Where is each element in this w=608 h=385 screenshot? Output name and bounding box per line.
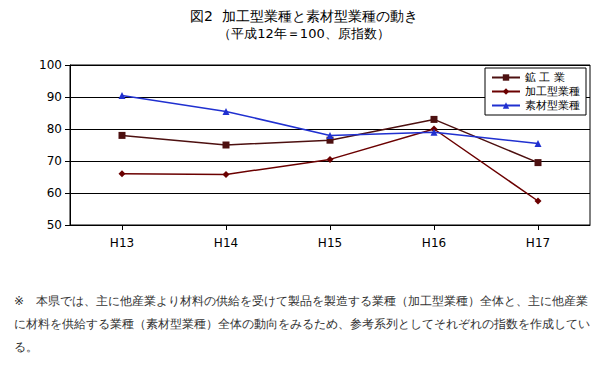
- svg-text:素材型業種: 素材型業種: [525, 99, 580, 112]
- svg-text:図2 加工型業種と素材型業種の動き: 図2 加工型業種と素材型業種の動き: [190, 8, 418, 24]
- svg-text:50: 50: [47, 218, 62, 232]
- svg-text:70: 70: [47, 154, 62, 168]
- svg-text:100: 100: [39, 58, 62, 72]
- svg-text:90: 90: [47, 90, 62, 104]
- svg-text:鉱 工 業: 鉱 工 業: [525, 71, 565, 84]
- svg-text:（平成12年＝100、原指数）: （平成12年＝100、原指数）: [218, 26, 389, 41]
- svg-text:H14: H14: [214, 236, 238, 250]
- svg-text:H17: H17: [526, 236, 550, 250]
- svg-text:60: 60: [47, 186, 62, 200]
- svg-text:H15: H15: [318, 236, 342, 250]
- svg-text:H16: H16: [422, 236, 446, 250]
- svg-text:加工型業種: 加工型業種: [525, 85, 580, 98]
- svg-text:H13: H13: [110, 236, 134, 250]
- svg-text:80: 80: [47, 122, 62, 136]
- html-text:※ 本県では、主に他産業より材料の供給を受けて製品を製造する: ※ 本県では、主に他産業より材料の供給を受けて製品を製造する業種（加工型業種）全…: [14, 294, 590, 354]
